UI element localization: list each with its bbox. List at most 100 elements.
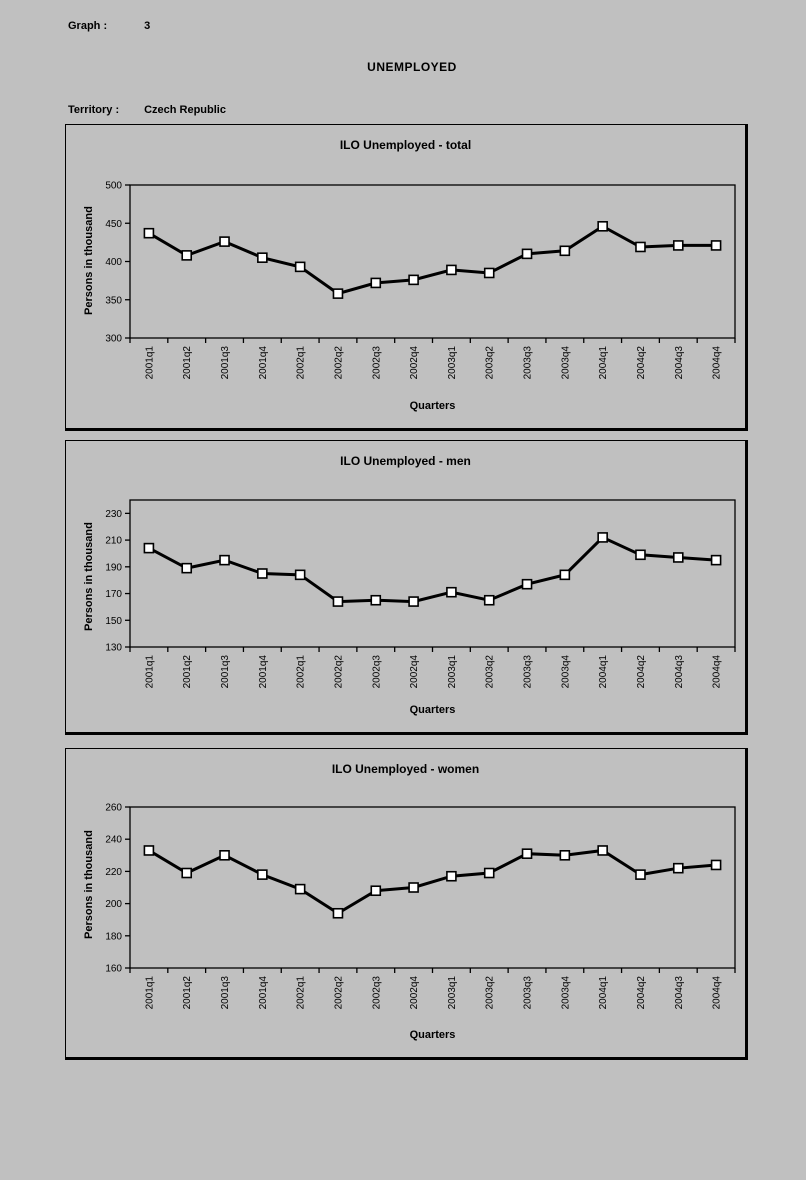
data-point-marker [143, 845, 155, 856]
data-point-marker [181, 867, 193, 879]
data-point-marker [294, 883, 306, 895]
x-tick-label: 2003q4 [560, 976, 571, 1010]
x-tick-label: 2001q1 [144, 655, 155, 689]
x-tick-label: 2001q1 [144, 976, 155, 1010]
y-tick-label: 190 [105, 562, 122, 573]
x-tick-label: 2002q4 [409, 655, 420, 689]
data-point-marker [710, 554, 722, 566]
data-point-marker [672, 240, 684, 251]
data-point-marker [635, 241, 646, 253]
y-tick-label: 130 [105, 643, 122, 654]
x-tick-label: 2001q3 [220, 346, 231, 380]
territory-label: Territory : [68, 104, 120, 116]
x-tick-label: 2004q4 [712, 346, 723, 380]
x-tick-label: 2003q1 [447, 655, 458, 689]
plot-frame [129, 806, 736, 969]
x-tick-label: 2004q2 [636, 655, 647, 689]
series-line [148, 535, 717, 604]
data-point-marker [408, 882, 419, 893]
x-tick-label: 2001q3 [220, 976, 231, 1010]
data-point-marker [635, 549, 646, 561]
x-tick-label: 2002q3 [371, 655, 382, 689]
data-point-marker [597, 221, 608, 232]
data-point-marker [483, 594, 495, 606]
x-tick-label: 2003q4 [560, 346, 571, 380]
x-tick-label: 2004q2 [636, 346, 647, 380]
x-tick-label: 2003q3 [523, 346, 534, 380]
chart-panel-men: ILO Unemployed - men Persons in thousand… [65, 440, 748, 735]
data-point-marker [483, 867, 495, 879]
territory-value: Czech Republic [144, 104, 226, 116]
x-tick-label: 2003q3 [523, 655, 534, 689]
y-tick-label: 150 [105, 616, 122, 627]
y-tick-label: 230 [105, 509, 122, 520]
y-tick-label: 180 [105, 931, 122, 942]
territory-row: Territory : Czech Republic [68, 104, 226, 116]
y-tick-label: 240 [105, 835, 122, 846]
x-tick-label: 2003q3 [523, 976, 534, 1010]
series-line [148, 848, 717, 916]
x-tick-label: 2001q4 [258, 976, 269, 1010]
data-point-marker [710, 859, 722, 871]
data-point-marker [672, 552, 684, 563]
x-tick-label: 2003q2 [485, 346, 496, 380]
data-point-marker [672, 862, 684, 874]
x-tick-label: 2002q4 [409, 976, 420, 1010]
x-tick-label: 2003q2 [485, 976, 496, 1010]
x-tick-label: 2003q2 [485, 655, 496, 689]
x-tick-label: 2004q1 [598, 655, 609, 689]
x-tick-label: 2001q3 [220, 655, 231, 689]
data-point-marker [143, 542, 155, 554]
x-axis-title: Quarters [409, 704, 456, 716]
data-point-marker [521, 578, 533, 590]
data-point-marker [521, 248, 533, 260]
x-tick-label: 2002q2 [333, 346, 344, 380]
data-point-marker [332, 907, 344, 919]
line-chart-total: 300 350 400 450 500 2001q1 2001q2 2001q3 2001q4 2… [105, 181, 736, 380]
data-point-marker [446, 586, 457, 598]
data-point-marker [635, 869, 646, 880]
x-tick-label: 2004q3 [674, 976, 685, 1010]
data-point-marker [521, 848, 533, 859]
x-tick-label: 2004q3 [674, 346, 685, 380]
y-tick-label: 500 [105, 181, 122, 192]
x-tick-label: 2004q2 [636, 976, 647, 1010]
series-line [148, 224, 717, 296]
y-tick-label: 400 [105, 257, 122, 268]
data-point-marker [446, 870, 457, 882]
data-point-marker [597, 845, 608, 856]
data-point-marker [370, 594, 382, 606]
data-point-marker [181, 562, 193, 574]
line-chart-women: 160 180 200 220 240 260 2001q1 2001q2 2001q3 2001… [105, 803, 736, 1010]
y-tick-label: 450 [105, 219, 122, 230]
chart-title: ILO Unemployed - women [331, 762, 480, 776]
data-point-marker [219, 850, 230, 861]
x-tick-label: 2002q1 [296, 655, 307, 689]
x-tick-label: 2002q1 [296, 346, 307, 380]
x-tick-label: 2001q1 [144, 346, 155, 380]
data-point-marker [219, 554, 230, 566]
x-tick-label: 2001q2 [182, 655, 193, 689]
x-tick-label: 2002q3 [371, 346, 382, 380]
graph-label: Graph : [68, 20, 108, 32]
data-point-marker [559, 245, 571, 257]
data-point-marker [181, 250, 193, 261]
page-title: UNEMPLOYED [367, 60, 457, 74]
x-tick-label: 2001q4 [258, 655, 269, 689]
graph-row: Graph : 3 [68, 20, 150, 32]
y-tick-label: 300 [105, 334, 122, 345]
x-tick-label: 2001q2 [182, 976, 193, 1010]
data-point-marker [446, 264, 457, 276]
x-tick-label: 2004q4 [712, 976, 723, 1010]
y-tick-label: 160 [105, 964, 122, 975]
data-point-marker [294, 569, 306, 581]
x-tick-label: 2004q4 [712, 655, 723, 689]
x-tick-label: 2001q4 [258, 346, 269, 380]
data-point-marker [294, 261, 306, 273]
data-point-marker [559, 569, 571, 581]
x-tick-label: 2003q1 [447, 346, 458, 380]
data-point-marker [710, 240, 722, 251]
data-point-marker [597, 532, 608, 543]
x-tick-label: 2004q1 [598, 346, 609, 380]
chart-panel-total: ILO Unemployed - total Persons in thousa… [65, 124, 748, 431]
